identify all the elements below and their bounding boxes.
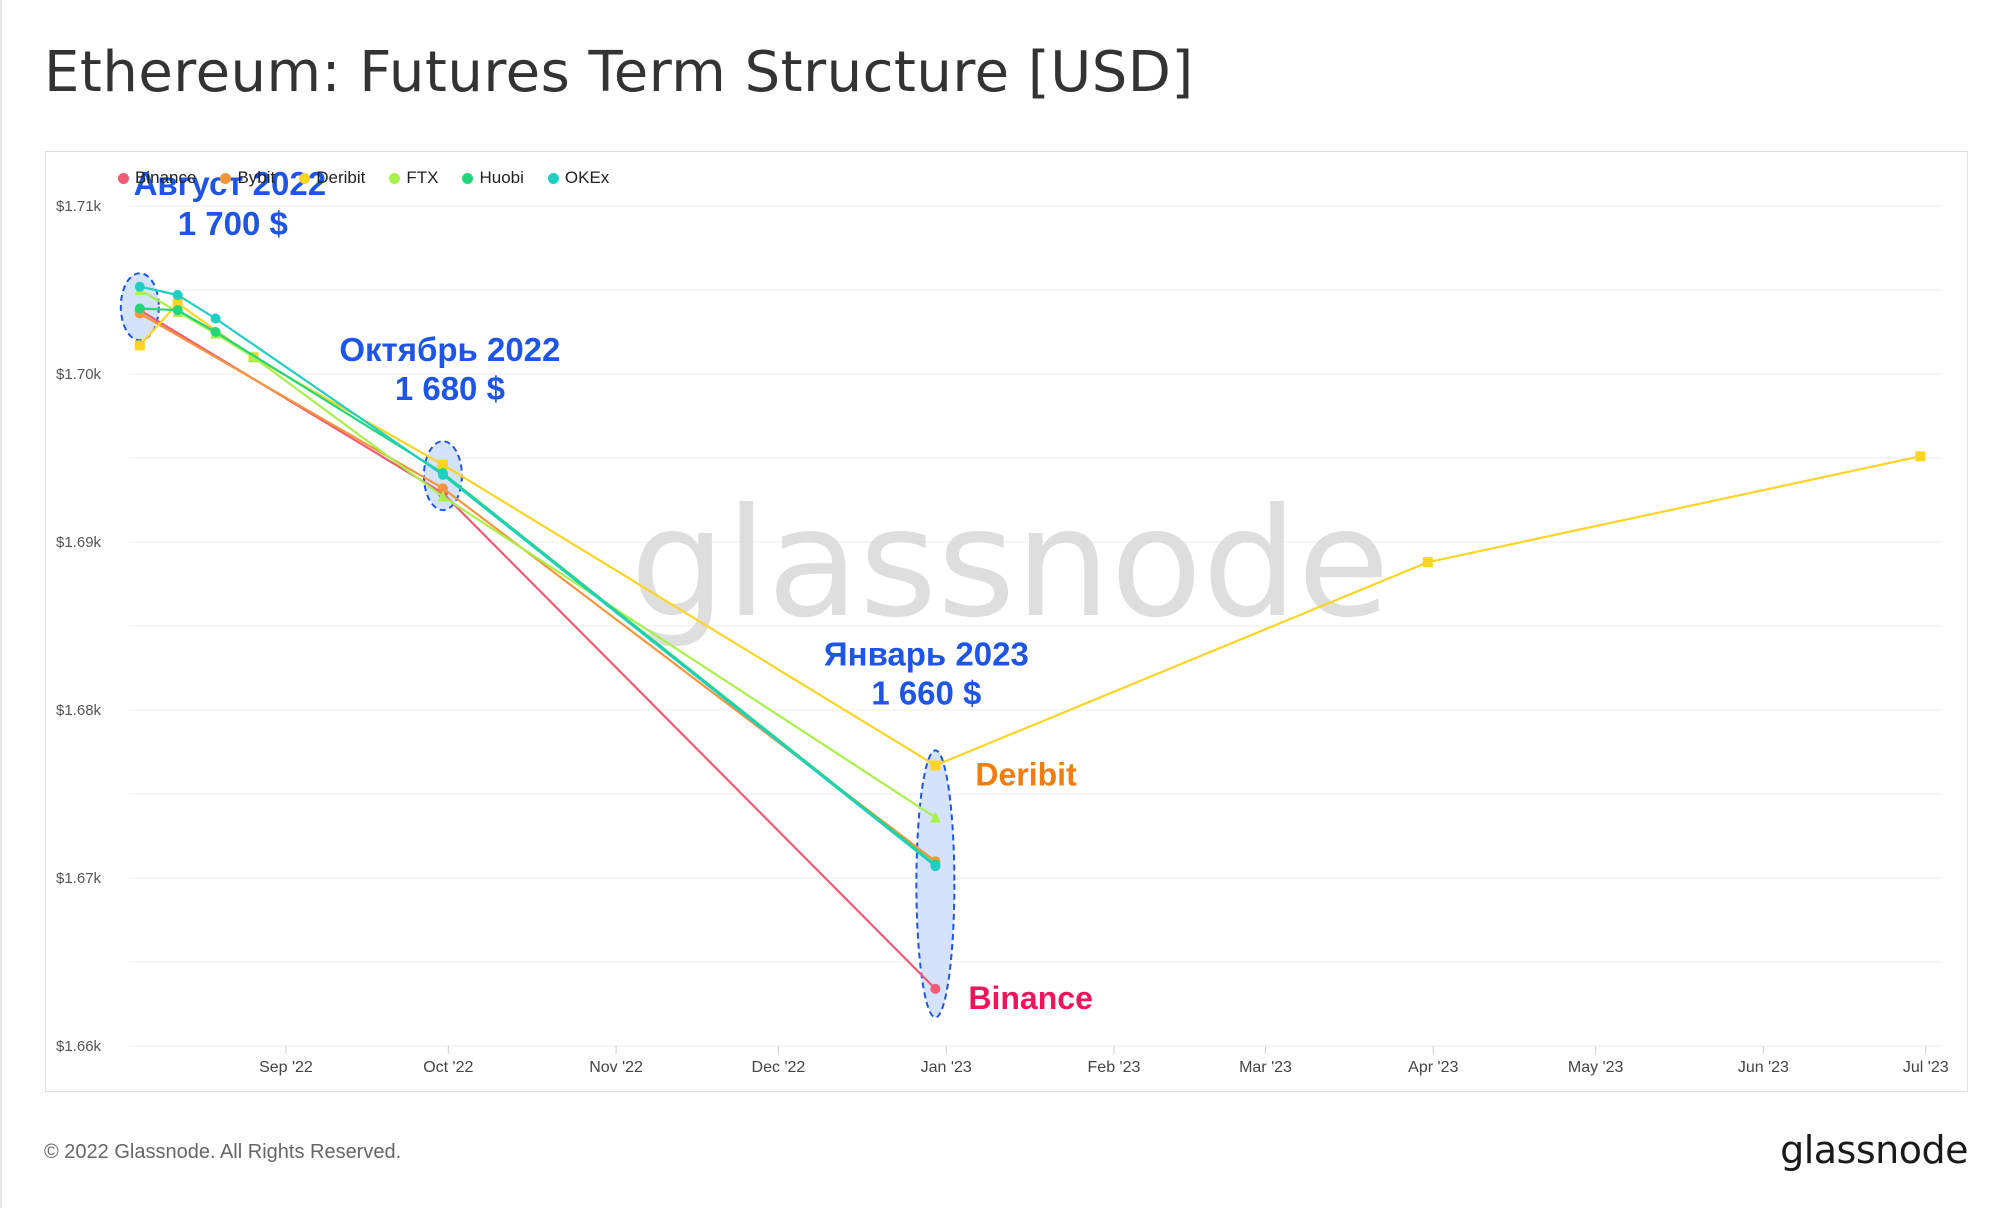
- data-point: [172, 298, 183, 309]
- data-point: [1915, 451, 1926, 462]
- data-point: [172, 305, 183, 316]
- x-tick-label: Oct '22: [423, 1059, 473, 1076]
- y-tick-label: $1.66k: [56, 1038, 102, 1055]
- data-point: [1422, 557, 1433, 568]
- data-point: [134, 303, 145, 314]
- legend-label: FTX: [406, 168, 439, 187]
- gridlines: [129, 205, 1942, 1047]
- data-point: [437, 459, 448, 470]
- data-point: [437, 483, 448, 494]
- y-tick-label: $1.67k: [56, 870, 102, 887]
- page-title: Ethereum: Futures Term Structure [USD]: [44, 40, 1194, 105]
- x-tick-label: Jan '23: [921, 1059, 972, 1076]
- data-point: [172, 290, 183, 301]
- x-tick-label: Dec '22: [752, 1059, 806, 1076]
- legend-item[interactable]: Bybit: [220, 168, 275, 188]
- series-line: [139, 289, 937, 819]
- chart-container: [45, 151, 1968, 1092]
- legend-label: Bybit: [237, 168, 276, 187]
- annotation-title: Август 2022: [134, 165, 327, 202]
- copyright-text: © 2022 Glassnode. All Rights Reserved.: [44, 1141, 402, 1163]
- x-tick-label: May '23: [1568, 1059, 1624, 1076]
- watermark-text: glassnode: [630, 477, 1389, 651]
- annotation-value: 1 660 $: [871, 674, 981, 711]
- x-tick-label: Mar '23: [1239, 1059, 1292, 1076]
- annotation-title: Октябрь 2022: [339, 331, 560, 368]
- y-tick-label: $1.69k: [56, 534, 102, 551]
- series-label-deribit: Deribit: [975, 756, 1077, 792]
- legend-item[interactable]: Deribit: [299, 168, 365, 188]
- data-point: [210, 313, 221, 324]
- legend-swatch: [118, 172, 129, 184]
- series-okex: [134, 281, 941, 872]
- chart-legend: Binance Bybit Deribit FTX Huobi OKEx: [118, 168, 609, 188]
- data-point: [134, 340, 145, 351]
- data-point: [134, 281, 145, 292]
- data-point: [437, 490, 449, 502]
- legend-swatch: [299, 172, 311, 184]
- legend-item[interactable]: Huobi: [462, 168, 524, 188]
- data-point: [210, 327, 221, 337]
- data-point: [437, 469, 448, 480]
- x-tick-label: Jul '23: [1903, 1059, 1949, 1076]
- glassnode-logo[interactable]: glassnode: [1780, 1128, 1968, 1172]
- legend-swatch: [389, 172, 401, 184]
- page-border: [0, 0, 2, 1208]
- annotation-title: Январь 2023: [824, 635, 1029, 672]
- data-point: [929, 811, 941, 823]
- annotation-value: 1 700 $: [178, 205, 288, 242]
- y-tick-label: $1.70k: [56, 366, 102, 383]
- legend-item[interactable]: FTX: [389, 168, 438, 188]
- legend-swatch: [547, 172, 559, 184]
- data-point: [930, 760, 941, 771]
- x-tick-label: Apr '23: [1408, 1059, 1458, 1076]
- legend-label: Binance: [135, 168, 197, 187]
- x-tick-label: Feb '23: [1088, 1059, 1141, 1076]
- y-tick-label: $1.68k: [56, 702, 102, 719]
- annotation-ellipse: [915, 749, 956, 1019]
- data-point: [930, 861, 941, 872]
- series-label-binance: Binance: [968, 980, 1092, 1016]
- x-tick-label: Jun '23: [1738, 1059, 1789, 1076]
- legend-label: OKEx: [564, 168, 610, 187]
- x-tick-label: Sep '22: [259, 1059, 313, 1076]
- legend-swatch: [220, 172, 232, 184]
- legend-swatch: [462, 172, 474, 184]
- legend-label: Huobi: [479, 168, 524, 187]
- x-tick-label: Nov '22: [589, 1059, 643, 1076]
- legend-label: Deribit: [316, 168, 366, 187]
- annotation-value: 1 680 $: [395, 370, 505, 407]
- y-tick-label: $1.71k: [56, 198, 102, 215]
- legend-item[interactable]: OKEx: [547, 168, 610, 188]
- legend-item[interactable]: Binance: [118, 168, 196, 188]
- data-point: [930, 983, 941, 994]
